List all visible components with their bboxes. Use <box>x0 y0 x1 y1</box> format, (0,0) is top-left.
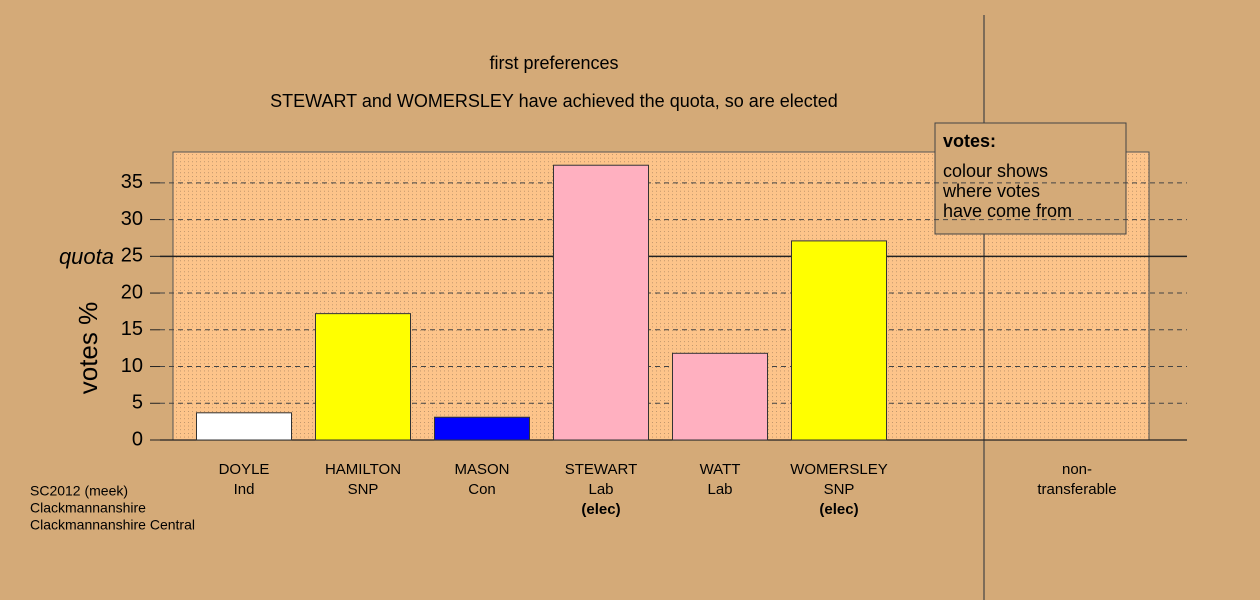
y-tick-label: 15 <box>121 318 143 340</box>
x-tick-label: STEWART <box>565 461 638 478</box>
bar <box>672 352 768 441</box>
x-tick-label: WATT <box>700 461 741 478</box>
legend-box <box>934 122 1127 235</box>
x-tick-label: MASON <box>454 461 509 478</box>
footer-text: SC2012 (meek) <box>30 483 128 499</box>
bar <box>791 240 887 441</box>
x-tick-sublabel: SNP <box>824 481 855 498</box>
x-tick-sublabel: Lab <box>588 481 613 498</box>
y-tick-label: 35 <box>121 171 143 193</box>
y-tick-label: 25 <box>121 245 143 267</box>
footer-text: Clackmannanshire <box>30 500 146 516</box>
legend-text: where votes <box>942 181 1040 201</box>
chart-title: first preferences <box>489 53 618 73</box>
elected-note: (elec) <box>819 501 858 518</box>
legend-title: votes: <box>943 131 996 151</box>
footer-text: Clackmannanshire Central <box>30 517 195 533</box>
x-tick-sublabel: transferable <box>1037 481 1116 498</box>
x-tick-label: non- <box>1062 461 1092 478</box>
elected-note: (elec) <box>581 501 620 518</box>
bar <box>315 313 411 441</box>
x-tick-sublabel: Ind <box>234 481 255 498</box>
y-tick-label: 5 <box>132 392 143 414</box>
legend: votes: <box>934 122 1127 235</box>
y-tick-label: 10 <box>121 355 143 377</box>
y-axis-label: votes % <box>73 302 103 395</box>
x-tick-label: WOMERSLEY <box>790 461 888 478</box>
x-tick-sublabel: SNP <box>348 481 379 498</box>
y-tick-label: 0 <box>132 428 143 450</box>
x-tick-sublabel: Con <box>468 481 496 498</box>
legend-text: colour shows <box>943 161 1048 181</box>
chart-subtitle: STEWART and WOMERSLEY have achieved the … <box>270 91 838 111</box>
y-tick-label: 30 <box>121 208 143 230</box>
x-tick-label: DOYLE <box>219 461 270 478</box>
y-tick-label: 20 <box>121 281 143 303</box>
quota-label: quota <box>59 244 114 269</box>
legend-text: have come from <box>943 201 1072 221</box>
x-tick-sublabel: Lab <box>707 481 732 498</box>
bar <box>196 412 292 441</box>
x-tick-label: HAMILTON <box>325 461 401 478</box>
bar <box>553 164 649 441</box>
bar <box>434 416 530 441</box>
